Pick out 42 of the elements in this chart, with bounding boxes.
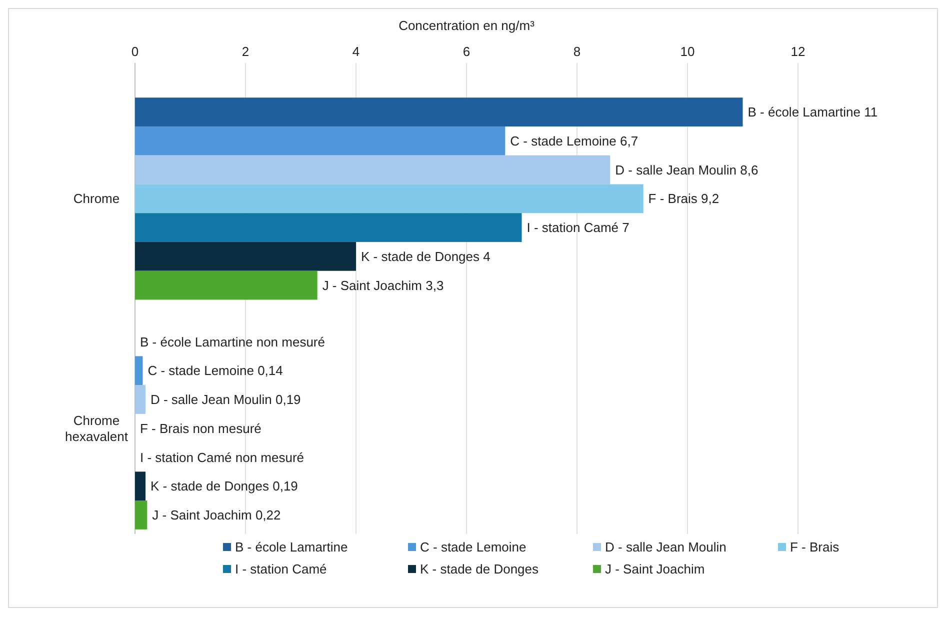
data-label: K - stade de Donges 0,19: [150, 478, 298, 494]
legend-label: K - stade de Donges: [420, 562, 540, 577]
bar: [135, 356, 143, 386]
legend-label: J - Saint Joachim: [605, 562, 705, 577]
x-tick-label: 0: [131, 44, 139, 59]
text: B - école Lamartine non mesuré: [140, 334, 325, 350]
bar: [135, 500, 148, 530]
x-tick-label: 10: [680, 44, 695, 59]
y-tick-label: Chrome: [73, 191, 120, 206]
bar: [135, 242, 356, 271]
legend-label: C - stade Lemoine: [420, 540, 526, 555]
legend-label: D - salle Jean Moulin: [605, 540, 726, 555]
x-tick-label: 6: [462, 44, 470, 59]
legend-label: F - Brais: [790, 540, 840, 555]
data-label: K - stade de Donges 4: [361, 248, 490, 264]
x-tick-label: 12: [790, 44, 806, 59]
data-label: B - école Lamartine 11: [748, 104, 878, 120]
legend-label: I - station Camé: [235, 562, 327, 577]
bar: [135, 270, 318, 300]
text: I - station Camé non mesuré: [140, 450, 304, 465]
data-label: F - Brais 9,2: [648, 191, 720, 206]
y-tick-label: Chrome hexavalent: [65, 412, 128, 444]
x-tick-label: 4: [352, 44, 360, 59]
bar: [135, 155, 610, 184]
data-label: D - salle Jean Moulin 0,19: [150, 392, 301, 408]
data-label: C - stade Lemoine 6,7: [510, 133, 638, 148]
data-label: J - Saint Joachim 3,3: [322, 278, 444, 293]
bar: [135, 98, 743, 126]
data-label: D - salle Jean Moulin 8,6: [615, 162, 758, 178]
data-label: J - Saint Joachim 0,22: [152, 508, 281, 523]
x-tick-label: 8: [573, 44, 581, 59]
x-axis-title: Concentration en ng/m³: [398, 18, 536, 33]
data-label: C - stade Lemoine 0,14: [148, 363, 283, 378]
x-tick-label: 2: [242, 44, 250, 59]
bar: [135, 472, 146, 501]
bar: [135, 126, 506, 156]
bar: [135, 184, 644, 214]
legend-label: B - école Lamartine: [235, 540, 348, 555]
text: F - Brais non mesuré: [140, 420, 262, 436]
data-label: I - station Camé 7: [526, 220, 630, 236]
bar: [135, 385, 146, 414]
bar: [135, 213, 522, 242]
